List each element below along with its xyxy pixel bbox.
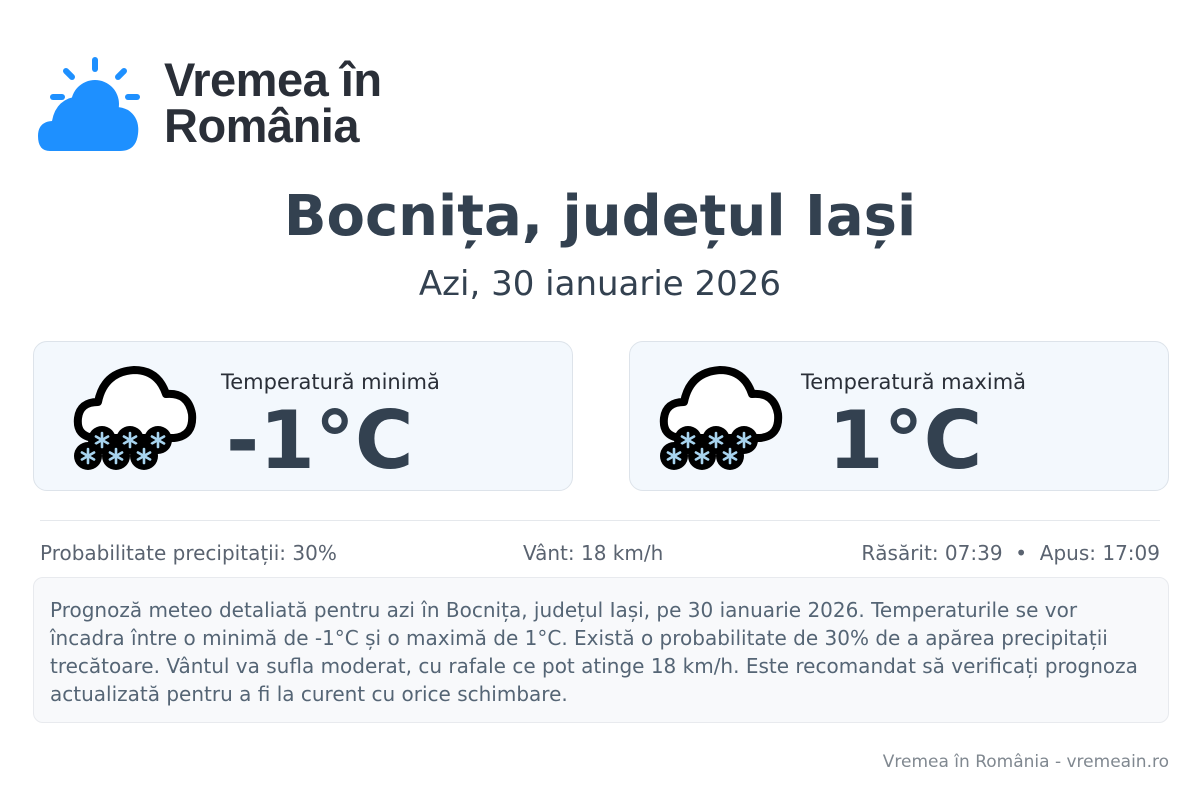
sun-times-stat: Răsărit: 07:39 • Apus: 17:09	[861, 541, 1160, 565]
precipitation-stat: Probabilitate precipitații: 30%	[40, 541, 337, 565]
logo-text: Vremea în România	[164, 53, 382, 152]
max-temp-card: Temperatură maximă 1°C	[629, 341, 1169, 491]
snow-cloud-icon	[659, 366, 783, 470]
logo: Vremea în România	[36, 54, 382, 152]
date-subtitle: Azi, 30 ianuarie 2026	[418, 264, 782, 304]
sun-cloud-icon	[38, 57, 140, 151]
min-temp-card: Temperatură minimă -1°C	[33, 341, 573, 491]
snow-cloud-icon	[73, 366, 197, 470]
footer-credit: Vremea în România - vremeain.ro	[882, 752, 1169, 772]
divider	[40, 520, 1160, 521]
forecast-description: Prognoză meteo detaliată pentru azi în B…	[33, 577, 1169, 723]
max-temp-value: 1°C	[828, 394, 983, 487]
wind-stat: Vânt: 18 km/h	[523, 541, 664, 565]
max-temp-label: Temperatură maximă	[801, 370, 1027, 394]
page-title: Bocnița, județul Iași	[283, 184, 917, 249]
min-temp-label: Temperatură minimă	[221, 370, 440, 394]
min-temp-value: -1°C	[226, 394, 414, 487]
